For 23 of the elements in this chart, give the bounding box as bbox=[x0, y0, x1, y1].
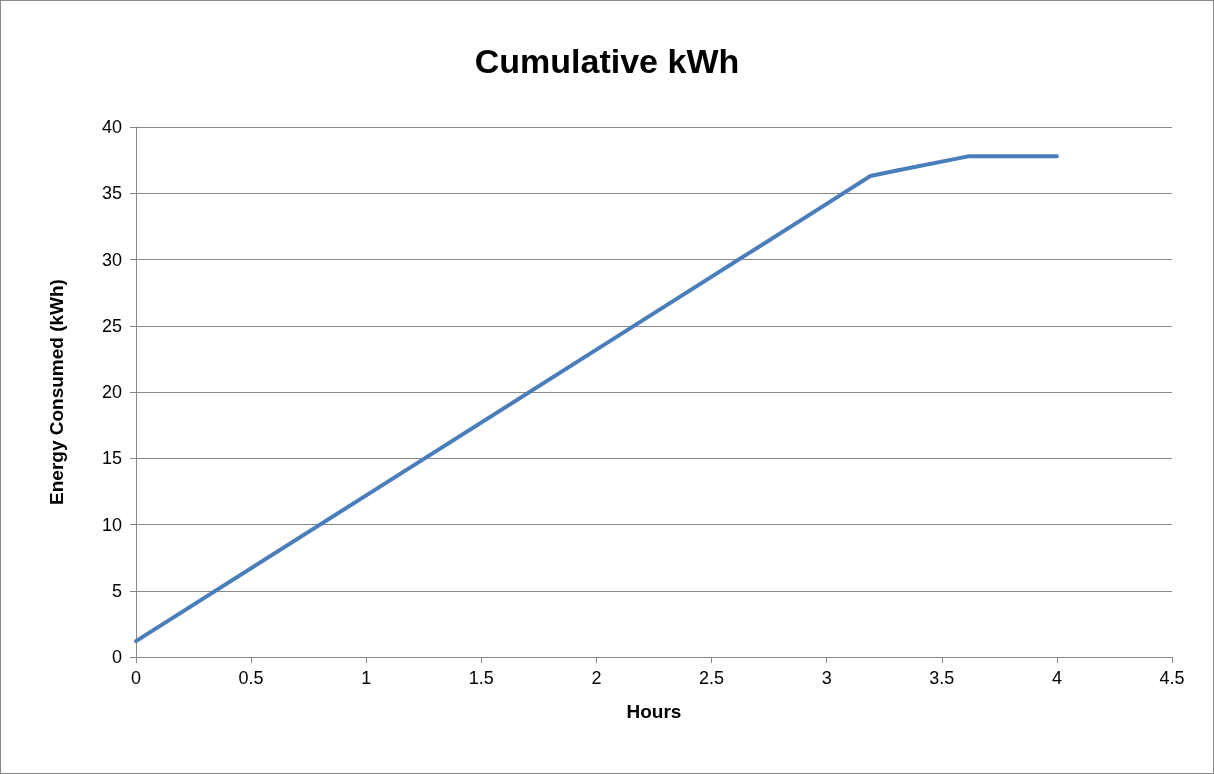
y-axis-title: Energy Consumed (kWh) bbox=[46, 279, 67, 505]
x-tick-label: 3 bbox=[821, 668, 832, 688]
y-tick-label: 30 bbox=[101, 249, 122, 270]
y-tick-label: 10 bbox=[101, 514, 122, 535]
y-tick-label: 0 bbox=[111, 647, 122, 667]
x-tick-label: 0 bbox=[130, 668, 142, 688]
x-tick-label: 0.5 bbox=[238, 668, 264, 688]
y-tick-label: 5 bbox=[111, 580, 122, 601]
x-tick-label: 2.5 bbox=[699, 668, 725, 688]
y-tick-label: 35 bbox=[101, 183, 122, 204]
x-axis-title: Hours bbox=[626, 701, 682, 722]
x-tick-label: 3.5 bbox=[929, 668, 955, 688]
x-tick-label: 1 bbox=[361, 668, 372, 688]
y-tick-label: 15 bbox=[101, 448, 122, 469]
y-tick-label: 20 bbox=[101, 382, 122, 402]
chart-title: Cumulative kWh bbox=[474, 42, 740, 80]
x-tick-label: 1.5 bbox=[468, 668, 494, 688]
x-tick-label: 4 bbox=[1051, 668, 1062, 688]
y-tick-label: 25 bbox=[101, 315, 122, 336]
x-tick-label: 2 bbox=[591, 668, 602, 688]
line-series bbox=[134, 154, 1059, 644]
x-tick-label: 4.5 bbox=[1159, 668, 1185, 688]
y-tick-label: 40 bbox=[101, 117, 122, 137]
